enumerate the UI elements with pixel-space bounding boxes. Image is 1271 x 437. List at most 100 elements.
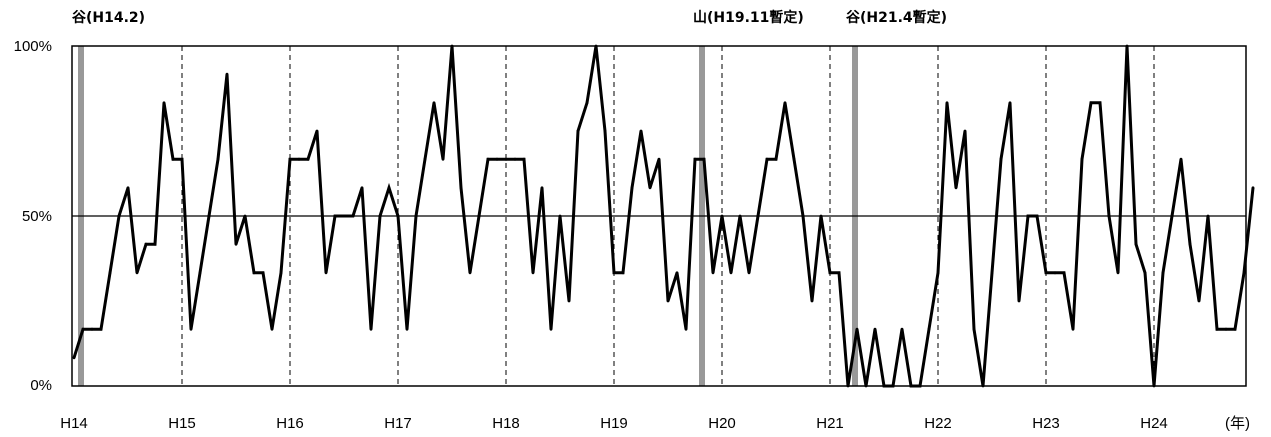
plot-frame [71, 45, 1247, 387]
data-point [441, 157, 445, 161]
data-point [630, 186, 634, 190]
data-point [927, 327, 931, 331]
data-point [531, 271, 535, 275]
data-point [900, 327, 904, 331]
data-point [918, 384, 922, 388]
data-point [801, 214, 805, 218]
data-point [828, 271, 832, 275]
data-point [90, 327, 94, 331]
data-point [603, 129, 607, 133]
x-tick-label: H16 [276, 415, 304, 432]
series-line [72, 45, 1255, 388]
data-point [360, 186, 364, 190]
data-point [612, 271, 616, 275]
data-point [72, 356, 76, 360]
data-point [351, 214, 355, 218]
data-point [576, 129, 580, 133]
data-point [666, 299, 670, 303]
data-point [819, 214, 823, 218]
data-point [585, 101, 589, 105]
data-point [999, 157, 1003, 161]
data-point [864, 384, 868, 388]
data-point [261, 271, 265, 275]
data-point [279, 271, 283, 275]
data-point [225, 72, 229, 76]
data-point [1233, 327, 1237, 331]
data-point [594, 44, 598, 48]
data-point [243, 214, 247, 218]
turning-point-label: 谷(H14.2) [72, 10, 145, 26]
data-point [1125, 44, 1129, 48]
data-point [387, 186, 391, 190]
data-point [810, 299, 814, 303]
data-point [117, 214, 121, 218]
data-point [1206, 214, 1210, 218]
data-point [135, 271, 139, 275]
data-point [621, 271, 625, 275]
data-point [540, 186, 544, 190]
data-point [99, 327, 103, 331]
data-point [144, 242, 148, 246]
data-point [324, 271, 328, 275]
data-point [396, 214, 400, 218]
data-point [432, 101, 436, 105]
data-point [306, 157, 310, 161]
data-point [936, 271, 940, 275]
data-point [549, 327, 553, 331]
data-point [756, 214, 760, 218]
x-tick-label: H18 [492, 415, 520, 432]
data-point [963, 129, 967, 133]
data-point [270, 327, 274, 331]
y-tick-labels: 0% 50% 100% [14, 38, 52, 394]
data-point [711, 271, 715, 275]
data-point [882, 384, 886, 388]
data-point [1071, 327, 1075, 331]
data-point [1251, 186, 1255, 190]
x-tick-label: H23 [1032, 415, 1060, 432]
data-point [675, 271, 679, 275]
data-point [81, 327, 85, 331]
data-point [855, 327, 859, 331]
data-point [873, 327, 877, 331]
data-point [1008, 101, 1012, 105]
data-point [405, 327, 409, 331]
data-point [504, 157, 508, 161]
x-tick-label: H19 [600, 415, 628, 432]
data-point [288, 157, 292, 161]
data-point [738, 214, 742, 218]
data-point [468, 271, 472, 275]
data-point [792, 157, 796, 161]
data-point [1035, 214, 1039, 218]
x-tick-label: H21 [816, 415, 844, 432]
data-point [378, 214, 382, 218]
x-tick-label: H20 [708, 415, 736, 432]
data-point [189, 327, 193, 331]
year-grid-lines [181, 46, 1155, 386]
data-point [783, 101, 787, 105]
data-point [207, 214, 211, 218]
data-point [1116, 271, 1120, 275]
data-point [171, 157, 175, 161]
data-point [1044, 271, 1048, 275]
data-point [1152, 384, 1156, 388]
data-point [648, 186, 652, 190]
data-point [495, 157, 499, 161]
x-tick-label: H24 [1140, 415, 1168, 432]
data-point [522, 157, 526, 161]
data-point [639, 129, 643, 133]
data-point [297, 157, 301, 161]
data-point [234, 242, 238, 246]
data-point [333, 214, 337, 218]
data-point [1053, 271, 1057, 275]
data-point [945, 101, 949, 105]
data-point [108, 271, 112, 275]
data-point [1089, 101, 1093, 105]
turning-point-label: 山(H19.11暫定) [693, 9, 804, 26]
y-tick-label: 0% [30, 377, 52, 394]
data-point [486, 157, 490, 161]
data-point [702, 157, 706, 161]
data-point [315, 129, 319, 133]
data-point [1242, 271, 1246, 275]
x-tick-label: H14 [60, 415, 88, 432]
